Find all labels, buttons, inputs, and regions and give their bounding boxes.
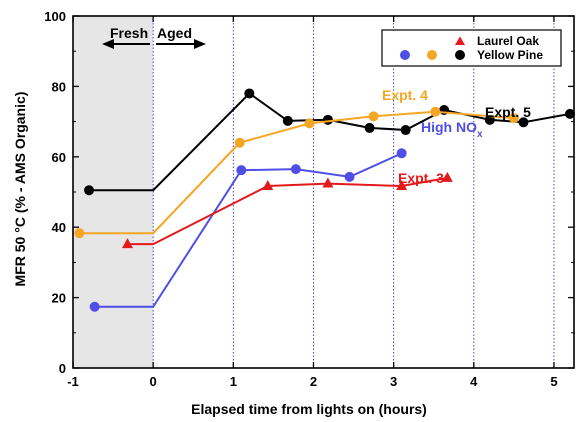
legend-box bbox=[381, 29, 562, 67]
data-point-expt-4 bbox=[508, 113, 519, 124]
annotation-high-nox: High NOx bbox=[421, 119, 483, 140]
data-point-expt-5 bbox=[322, 114, 333, 125]
data-point-expt-4 bbox=[304, 118, 315, 129]
data-point-expt-3 bbox=[262, 180, 274, 191]
data-point-expt-3 bbox=[396, 180, 408, 191]
data-point-high-nox bbox=[344, 171, 355, 182]
data-point-expt-5 bbox=[364, 122, 375, 133]
x-tick-label: -1 bbox=[67, 374, 79, 389]
y-tick-label: 100 bbox=[44, 9, 66, 24]
legend-circle-blue-icon bbox=[400, 50, 410, 60]
data-point-high-nox bbox=[290, 164, 301, 175]
data-point-expt-4 bbox=[430, 106, 441, 117]
data-point-expt-5 bbox=[400, 125, 411, 136]
data-point-expt-3 bbox=[122, 238, 134, 249]
right-arrow-head-icon bbox=[194, 39, 206, 49]
x-tick-label: 5 bbox=[550, 374, 557, 389]
series-line-high-nox bbox=[94, 152, 403, 308]
series-line-expt-3 bbox=[127, 176, 448, 246]
data-point-expt-5 bbox=[564, 108, 575, 119]
y-tick-label: 80 bbox=[52, 79, 66, 94]
y-tick-label: 20 bbox=[52, 291, 66, 306]
legend-label-yellow-pine: Yellow Pine bbox=[477, 48, 543, 62]
legend-label-laurel-oak: Laurel Oak bbox=[477, 34, 539, 48]
data-point-expt-5 bbox=[518, 117, 529, 128]
left-arrow-head-icon bbox=[102, 39, 114, 49]
fresh-aged-indicator: Fresh Aged bbox=[102, 25, 206, 49]
legend-circle-orange-icon bbox=[427, 50, 437, 60]
annotation-high-nox-main: High NO bbox=[421, 119, 477, 135]
data-point-expt-4 bbox=[234, 137, 245, 148]
x-tick-label: 1 bbox=[230, 374, 237, 389]
annotation-expt3: Expt. 3 bbox=[398, 170, 444, 186]
data-point-expt-4 bbox=[74, 228, 85, 239]
y-axis-title: MFR 50 °C (% - AMS Organic) bbox=[12, 92, 28, 287]
data-point-expt-3 bbox=[441, 171, 453, 182]
y-tick-label: 60 bbox=[52, 150, 66, 165]
x-tick-label: 3 bbox=[390, 374, 397, 389]
series-group bbox=[74, 88, 575, 312]
data-point-high-nox bbox=[396, 148, 407, 159]
aged-label: Aged bbox=[157, 25, 192, 41]
legend: Laurel Oak Yellow Pine bbox=[381, 29, 562, 67]
plot-background bbox=[73, 16, 574, 368]
y-tick-label: 0 bbox=[59, 361, 66, 376]
x-tick-label: 2 bbox=[310, 374, 317, 389]
annotation-high-nox-subscript: x bbox=[477, 129, 483, 140]
data-point-expt-5 bbox=[84, 185, 95, 196]
fresh-label: Fresh bbox=[110, 25, 148, 41]
x-axis-title: Elapsed time from lights on (hours) bbox=[191, 401, 427, 417]
annotation-expt4: Expt. 4 bbox=[382, 87, 428, 103]
data-point-expt-5 bbox=[244, 88, 255, 99]
annotation-expt5: Expt. 5 bbox=[485, 104, 531, 120]
y-tick-label: 40 bbox=[52, 220, 66, 235]
axes bbox=[72, 15, 575, 369]
data-point-high-nox bbox=[89, 301, 100, 312]
legend-circle-black-icon bbox=[455, 50, 465, 60]
plot-area bbox=[73, 16, 574, 368]
legend-triangle-icon bbox=[455, 36, 465, 45]
data-point-expt-4 bbox=[368, 111, 379, 122]
data-point-expt-5 bbox=[282, 115, 293, 126]
data-point-expt-3 bbox=[322, 177, 334, 188]
data-point-high-nox bbox=[236, 165, 247, 176]
x-tick-label: 4 bbox=[470, 374, 478, 389]
x-tick-label: 0 bbox=[150, 374, 157, 389]
